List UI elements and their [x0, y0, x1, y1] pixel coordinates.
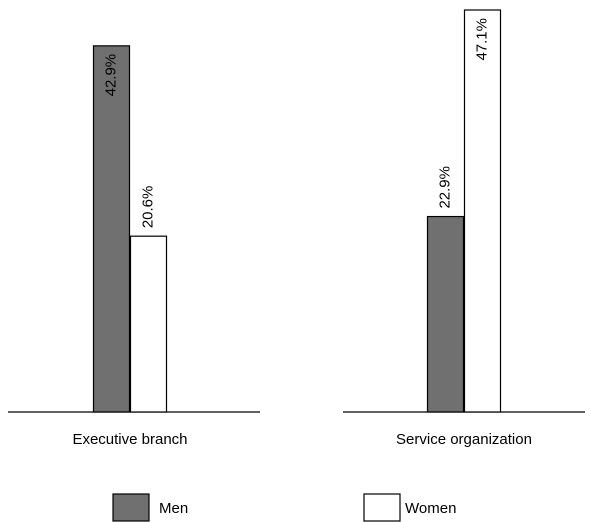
legend-label-women: Women	[405, 500, 456, 517]
category-label-service-organization: Service organization	[396, 431, 532, 448]
bar-service-organization-women	[463, 9, 502, 413]
bars	[92, 9, 502, 413]
data-label-executive-branch-men: 42.9%	[102, 54, 119, 97]
category-labels: Executive branch Service organization	[72, 431, 532, 448]
bar-service-organization-men	[426, 215, 465, 413]
bar-executive-branch-women	[129, 235, 168, 413]
data-label-executive-branch-women: 20.6%	[139, 186, 156, 229]
data-labels: 42.9% 20.6% 22.9% 47.1%	[102, 18, 490, 228]
category-label-executive-branch: Executive branch	[72, 431, 187, 448]
data-label-service-organization-women: 47.1%	[473, 18, 490, 61]
legend-swatch-women	[363, 493, 401, 522]
legend-label-men: Men	[159, 500, 188, 517]
legend: Men Women	[112, 493, 456, 522]
data-label-service-organization-men: 22.9%	[436, 166, 453, 209]
legend-swatch-men	[112, 493, 150, 522]
bar-executive-branch-men	[92, 45, 131, 413]
